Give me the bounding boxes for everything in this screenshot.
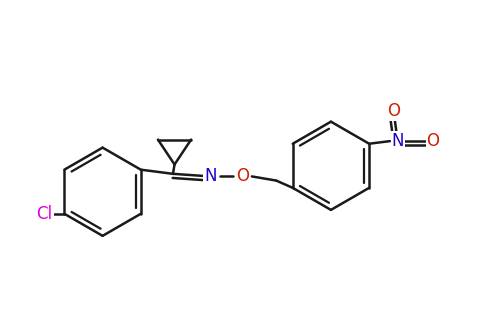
Text: O: O bbox=[236, 167, 249, 185]
Text: Cl: Cl bbox=[37, 205, 53, 223]
Text: O: O bbox=[387, 102, 400, 120]
Text: N: N bbox=[204, 167, 216, 185]
Text: N: N bbox=[391, 132, 404, 150]
Text: O: O bbox=[426, 132, 439, 150]
